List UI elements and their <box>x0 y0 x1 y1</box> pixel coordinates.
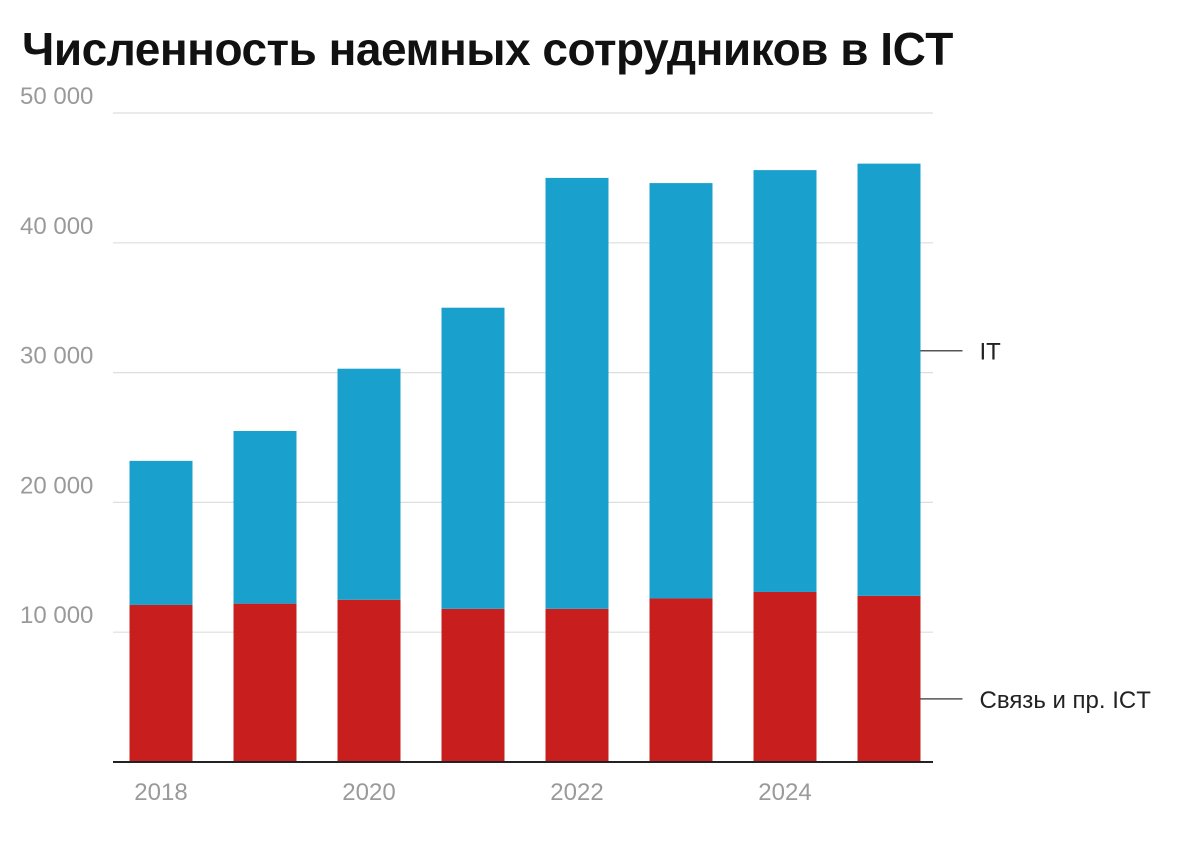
bar-segment-it-2023 <box>649 183 713 599</box>
x-axis-ticks: 2018 2020 2022 2024 <box>134 779 811 806</box>
x-tick-label: 2022 <box>550 779 603 806</box>
bar-segment-communications-2019 <box>233 603 297 762</box>
legend: Связь и пр. ICT IT <box>920 339 1152 714</box>
y-axis-ticks: 10 000 20 000 30 000 40 000 50 000 <box>20 83 93 629</box>
bar-segment-it-2018 <box>129 460 193 605</box>
y-tick-label: 40 000 <box>20 213 93 240</box>
x-tick-label: 2018 <box>134 779 187 806</box>
bar-segment-communications-2024 <box>753 591 817 762</box>
legend-label-communications: Связь и пр. ICT <box>980 687 1152 714</box>
bar-segment-it-2022 <box>545 177 609 609</box>
bar-segment-it-2025 <box>857 163 921 596</box>
bar-segment-communications-2018 <box>129 604 193 762</box>
y-tick-label: 30 000 <box>20 343 93 370</box>
y-tick-label: 20 000 <box>20 472 93 499</box>
y-tick-label: 50 000 <box>20 83 93 110</box>
legend-label-it: IT <box>980 339 1002 366</box>
x-tick-label: 2024 <box>758 779 811 806</box>
x-tick-label: 2020 <box>342 779 395 806</box>
bar-segment-communications-2022 <box>545 608 609 762</box>
bar-segment-communications-2025 <box>857 595 921 762</box>
bars <box>129 163 921 762</box>
bar-segment-it-2024 <box>753 170 817 592</box>
bar-segment-communications-2020 <box>337 599 401 762</box>
bar-segment-communications-2023 <box>649 598 713 762</box>
y-tick-label: 10 000 <box>20 602 93 629</box>
bar-segment-it-2021 <box>441 307 505 609</box>
bar-segment-communications-2021 <box>441 608 505 762</box>
bar-segment-it-2020 <box>337 368 401 600</box>
chart-title: Численность наемных сотрудников в ICT <box>22 23 953 75</box>
bar-segment-it-2019 <box>233 431 297 604</box>
